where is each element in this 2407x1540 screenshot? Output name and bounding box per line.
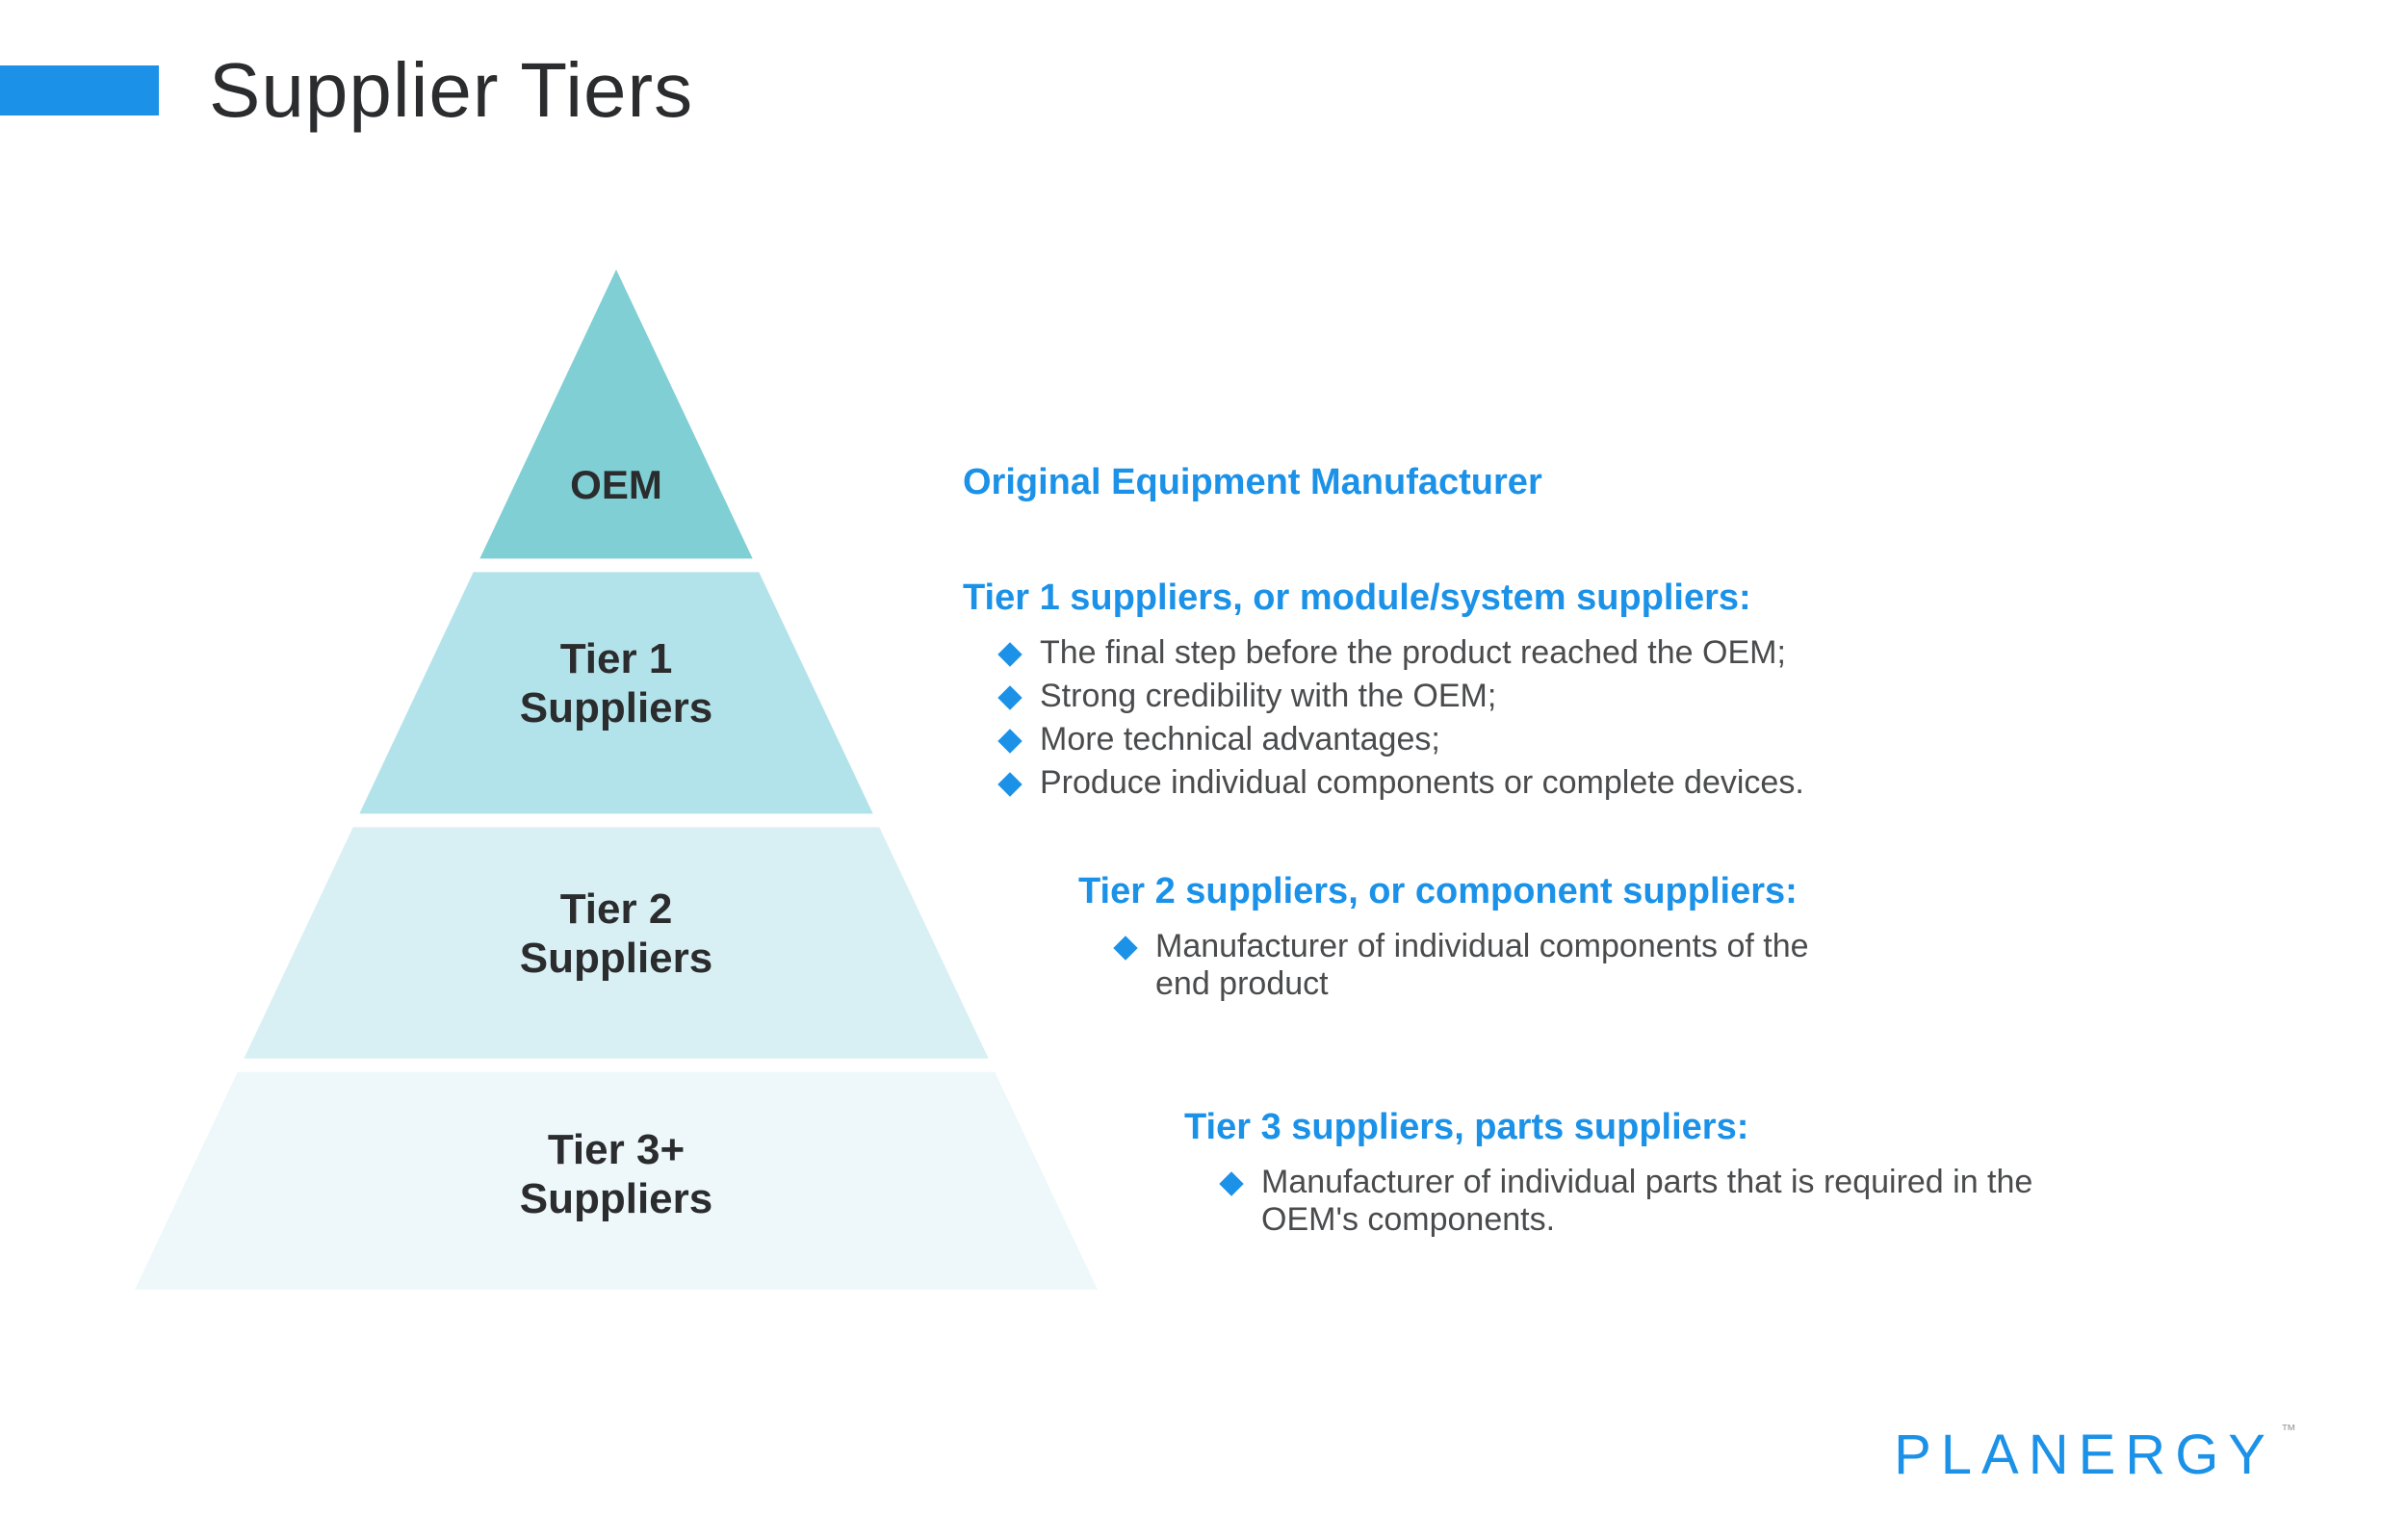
- diamond-bullet-icon: [997, 729, 1022, 753]
- header: Supplier Tiers: [0, 0, 2407, 135]
- desc-bullet: Strong credibility with the OEM;: [1001, 678, 1804, 715]
- logo-text: PLANERGY: [1894, 1424, 2275, 1486]
- desc-bullet-text: Manufacturer of individual parts that is…: [1261, 1164, 2128, 1239]
- pyramid-diagram: OEM Tier 1Suppliers Tier 2Suppliers Tier 3+…: [135, 270, 1098, 1290]
- pyramid-label-3: Tier 3+Suppliers: [135, 1126, 1098, 1223]
- brand-logo: PLANERGY ™: [1894, 1423, 2296, 1487]
- desc-list-2: Manufacturer of individual components of…: [1117, 928, 1829, 1003]
- desc-bullet-text: Produce individual components or complet…: [1040, 764, 1804, 802]
- logo-tm: ™: [2281, 1423, 2296, 1439]
- pyramid-label-0: OEM: [135, 462, 1098, 508]
- desc-block-1: Tier 1 suppliers, or module/system suppl…: [963, 578, 1804, 808]
- accent-bar: [0, 65, 159, 116]
- desc-bullet-text: More technical advantages;: [1040, 721, 1440, 758]
- desc-bullet: Manufacturer of individual parts that is…: [1223, 1164, 2128, 1239]
- desc-list-3: Manufacturer of individual parts that is…: [1223, 1164, 2128, 1239]
- main-content: OEM Tier 1Suppliers Tier 2Suppliers Tier 3+…: [0, 135, 2407, 1386]
- desc-bullet-text: Manufacturer of individual components of…: [1155, 928, 1829, 1003]
- desc-block-3: Tier 3 suppliers, parts suppliers: Manufa…: [1184, 1107, 2128, 1245]
- diamond-bullet-icon: [1219, 1171, 1243, 1195]
- pyramid-label-2: Tier 2Suppliers: [135, 886, 1098, 983]
- desc-heading-3: Tier 3 suppliers, parts suppliers:: [1184, 1107, 2128, 1148]
- diamond-bullet-icon: [997, 685, 1022, 709]
- diamond-bullet-icon: [1113, 936, 1137, 960]
- diamond-bullet-icon: [997, 642, 1022, 666]
- desc-heading-1: Tier 1 suppliers, or module/system suppl…: [963, 578, 1804, 619]
- desc-block-2: Tier 2 suppliers, or component suppliers…: [1078, 871, 1829, 1009]
- desc-bullet: More technical advantages;: [1001, 721, 1804, 758]
- desc-bullet-text: The final step before the product reache…: [1040, 634, 1786, 672]
- desc-bullet: The final step before the product reache…: [1001, 634, 1804, 672]
- pyramid-label-1: Tier 1Suppliers: [135, 635, 1098, 732]
- pyramid-level-0: [479, 270, 752, 558]
- desc-bullet-text: Strong credibility with the OEM;: [1040, 678, 1496, 715]
- desc-heading-0: Original Equipment Manufacturer: [963, 462, 1542, 503]
- desc-list-1: The final step before the product reache…: [1001, 634, 1804, 802]
- desc-heading-2: Tier 2 suppliers, or component suppliers…: [1078, 871, 1829, 912]
- diamond-bullet-icon: [997, 772, 1022, 796]
- page-title: Supplier Tiers: [209, 46, 693, 135]
- desc-bullet: Manufacturer of individual components of…: [1117, 928, 1829, 1003]
- desc-block-0: Original Equipment Manufacturer: [963, 462, 1542, 519]
- desc-bullet: Produce individual components or complet…: [1001, 764, 1804, 802]
